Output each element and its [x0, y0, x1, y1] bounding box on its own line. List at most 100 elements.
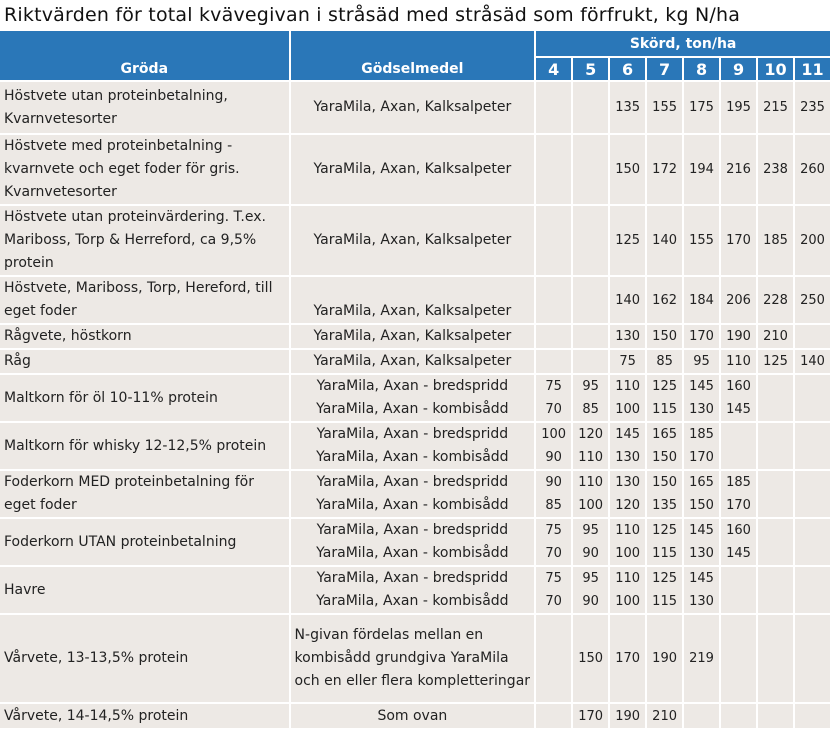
- value-cell: 228: [758, 277, 793, 323]
- value: 135: [652, 498, 677, 513]
- value: 125: [652, 571, 677, 586]
- value: 110: [578, 450, 604, 465]
- value: [795, 494, 830, 517]
- value-cell: 110: [721, 350, 757, 373]
- value: 75: [545, 523, 562, 538]
- value: [795, 375, 830, 398]
- groda-cell: Råg: [0, 350, 289, 373]
- groda-cell: Höstvete utan proteinvärdering. T.ex. Ma…: [0, 206, 289, 275]
- value-cell: [536, 704, 572, 728]
- godselmedel-cell: YaraMila, Axan, Kalksalpeter: [290, 135, 535, 204]
- value-cell: 150: [573, 615, 609, 702]
- value: 170: [578, 708, 604, 724]
- value-cell: [536, 82, 572, 133]
- groda-cell: Maltkorn för öl 10-11% protein: [0, 375, 289, 421]
- value: [684, 705, 719, 728]
- value: 115: [652, 546, 677, 561]
- value: 130: [689, 402, 714, 417]
- value-cell: 145 130: [684, 519, 720, 565]
- value: 155: [689, 233, 714, 248]
- value-cell: 190: [610, 704, 646, 728]
- value: 100: [541, 427, 567, 442]
- value: 175: [689, 100, 714, 115]
- value-cell: [573, 82, 609, 133]
- value: 95: [582, 379, 599, 394]
- value-cell: 184: [684, 277, 720, 323]
- value: 145: [689, 571, 714, 586]
- value-cell: 150 135: [647, 471, 683, 517]
- value-cell: 170: [721, 206, 757, 275]
- value-cell: 140: [647, 206, 683, 275]
- header-yield: 8: [684, 58, 720, 80]
- value: [758, 471, 793, 494]
- value: [536, 96, 571, 119]
- value: 210: [763, 329, 788, 344]
- value: 70: [545, 402, 562, 417]
- value: 150: [615, 162, 641, 177]
- value: 215: [763, 100, 788, 115]
- value-cell: [758, 423, 793, 469]
- value: 162: [652, 292, 677, 308]
- value: [795, 705, 830, 728]
- value-cell: 95 85: [573, 375, 609, 421]
- value: [758, 446, 793, 469]
- value-cell: 216: [721, 135, 757, 204]
- groda-cell: Höstvete, Mariboss, Torp, Hereford, till…: [0, 277, 289, 323]
- value: [795, 471, 830, 494]
- value-cell: 85: [647, 350, 683, 373]
- value: 90: [545, 450, 562, 465]
- value: 100: [615, 546, 641, 561]
- godselmedel-cell: YaraMila, Axan, Kalksalpeter: [290, 325, 535, 348]
- value: [795, 398, 830, 421]
- value-cell: [536, 350, 572, 373]
- value-cell: 172: [647, 135, 683, 204]
- godselmedel-cell: YaraMila, Axan - bredspridd YaraMila, Axa…: [290, 375, 535, 421]
- value: 150: [578, 651, 604, 666]
- header-yield: 5: [573, 58, 609, 80]
- value: 140: [800, 354, 825, 369]
- value-cell: 190: [721, 325, 757, 348]
- value: 200: [800, 233, 825, 248]
- godselmedel-text: Som ovan: [377, 707, 448, 724]
- value-cell: 100 90: [536, 423, 572, 469]
- value: [721, 647, 756, 670]
- value-cell: 170: [610, 615, 646, 702]
- value: [573, 158, 608, 181]
- value: 185: [689, 427, 714, 442]
- value: 140: [652, 233, 677, 248]
- groda-cell: Foderkorn UTAN proteinbetalning: [0, 519, 289, 565]
- value: [573, 96, 608, 119]
- groda-cell: Havre: [0, 567, 289, 613]
- nitrogen-table: Gröda Gödselmedel Skörd, ton/ha 4 5 6 7 8 9 10…: [0, 29, 832, 730]
- value: [758, 375, 793, 398]
- value: [758, 398, 793, 421]
- value: 194: [689, 162, 714, 177]
- value-cell: 110 100: [610, 519, 646, 565]
- value: 172: [652, 162, 677, 177]
- value: 170: [726, 498, 751, 513]
- value-cell: [758, 519, 793, 565]
- value-cell: 194: [684, 135, 720, 204]
- value: 170: [615, 651, 641, 666]
- value-cell: 238: [758, 135, 793, 204]
- value: [795, 567, 830, 590]
- value: [536, 229, 571, 252]
- value: [758, 423, 793, 446]
- value: 185: [726, 475, 751, 490]
- value: 85: [656, 354, 673, 369]
- value-cell: [794, 704, 830, 728]
- value: [758, 542, 793, 565]
- godselmedel-cell: YaraMila, Axan - bredspridd YaraMila, Axa…: [290, 423, 535, 469]
- value: 135: [615, 100, 641, 115]
- value: 110: [578, 475, 604, 490]
- value-cell: 210: [647, 704, 683, 728]
- value: [758, 647, 793, 670]
- value: 150: [689, 498, 714, 513]
- godselmedel-cell: YaraMila, Axan, Kalksalpeter: [290, 82, 535, 133]
- godselmedel-text: YaraMila, Axan - kombisådd: [316, 593, 509, 609]
- godselmedel-text: YaraMila, Axan, Kalksalpeter: [313, 99, 512, 115]
- value: [573, 325, 608, 348]
- value: 75: [545, 379, 562, 394]
- table-row: Höstvete med proteinbetalning - kvarnvet…: [0, 135, 830, 204]
- value-cell: [758, 471, 793, 517]
